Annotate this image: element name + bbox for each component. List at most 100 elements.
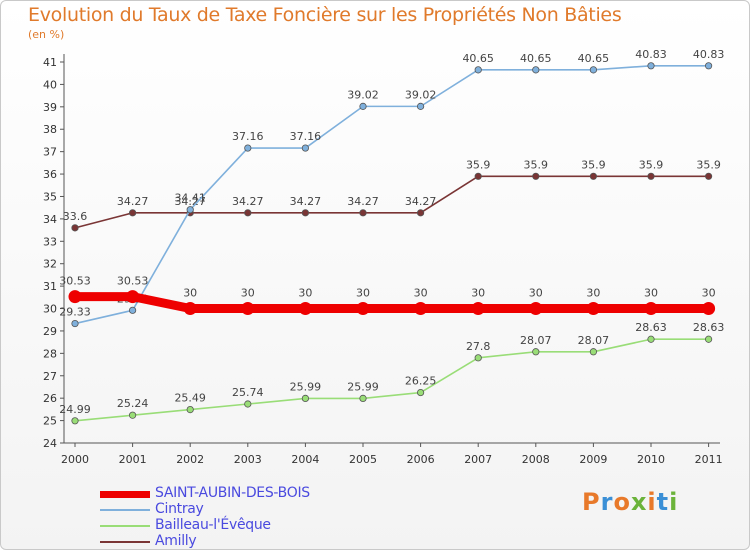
- data-point: [241, 302, 255, 316]
- data-label: 40.65: [462, 52, 494, 65]
- data-label: 35.9: [466, 158, 491, 171]
- x-tick-label: 2011: [695, 453, 723, 466]
- data-label: 30: [471, 287, 485, 300]
- data-label: 30: [298, 287, 312, 300]
- data-point: [471, 302, 485, 316]
- data-label: 28.63: [693, 321, 725, 334]
- data-point: [474, 66, 482, 74]
- logo-letter: P: [582, 488, 601, 516]
- y-tick-label: 40: [43, 78, 57, 91]
- data-point: [532, 348, 540, 356]
- data-point: [416, 388, 425, 397]
- data-point: [474, 354, 482, 362]
- data-point: [129, 411, 137, 419]
- data-label: 30: [702, 287, 716, 300]
- y-tick-label: 41: [43, 56, 57, 69]
- x-tick-label: 2004: [291, 453, 319, 466]
- data-label: 40.83: [635, 48, 667, 61]
- data-point: [416, 102, 425, 110]
- legend-label: Cintray: [155, 501, 204, 517]
- data-label: 25.24: [117, 397, 149, 410]
- data-label: 34.27: [290, 195, 322, 208]
- data-label: 30: [356, 287, 370, 300]
- data-point: [71, 319, 79, 328]
- legend-item: Cintray: [100, 501, 360, 518]
- data-label: 40.83: [693, 48, 725, 61]
- x-tick-label: 2006: [407, 453, 435, 466]
- logo-letter: t: [656, 488, 670, 516]
- x-tick-label: 2001: [119, 453, 147, 466]
- data-point: [244, 144, 252, 152]
- x-tick-label: 2002: [176, 453, 204, 466]
- logo-letter: i: [669, 488, 679, 516]
- data-label: 27.8: [466, 340, 491, 353]
- data-label: 35.9: [581, 158, 606, 171]
- data-point: [129, 306, 137, 314]
- logo-letter: o: [613, 488, 631, 516]
- y-tick-label: 28: [43, 347, 57, 360]
- data-point: [532, 66, 540, 74]
- data-label: 40.65: [520, 52, 552, 65]
- y-tick-label: 30: [43, 303, 57, 316]
- legend-label: Amilly: [155, 533, 197, 549]
- logo-letter: i: [647, 488, 657, 516]
- y-tick-label: 33: [43, 235, 57, 248]
- data-label: 30: [529, 287, 543, 300]
- data-point: [359, 394, 367, 403]
- x-tick-label: 2003: [234, 453, 262, 466]
- data-label: 34.27: [174, 195, 206, 208]
- series-line-bailleau-l-v-que: [74, 338, 710, 422]
- y-tick-label: 26: [43, 392, 57, 405]
- data-label: 30: [241, 287, 255, 300]
- legend-swatch: [100, 541, 150, 543]
- data-point: [183, 302, 197, 316]
- data-point: [244, 209, 252, 217]
- data-point: [71, 224, 79, 232]
- data-label: 25.74: [232, 386, 264, 399]
- x-tick-label: 2009: [579, 453, 607, 466]
- y-tick-label: 37: [43, 146, 57, 159]
- data-point: [647, 172, 655, 180]
- data-point: [301, 209, 309, 217]
- y-tick-label: 24: [43, 437, 57, 450]
- x-tick-label: 2008: [522, 453, 550, 466]
- y-tick-label: 39: [43, 101, 57, 114]
- data-label: 25.49: [174, 392, 206, 405]
- data-point: [529, 302, 543, 316]
- data-label: 29.33: [59, 306, 91, 319]
- data-label: 39.02: [347, 88, 379, 101]
- data-label: 34.27: [232, 195, 264, 208]
- data-point: [586, 302, 600, 316]
- data-point: [301, 144, 309, 152]
- data-label: 34.27: [347, 195, 379, 208]
- legend-swatch: [100, 509, 150, 511]
- x-tick-label: 2010: [637, 453, 665, 466]
- legend-label: Bailleau-l'Évêque: [155, 517, 271, 533]
- data-point: [416, 209, 425, 217]
- data-point: [186, 406, 194, 414]
- data-point: [301, 394, 309, 403]
- data-label: 28.07: [520, 334, 552, 347]
- data-label: 30: [644, 287, 658, 300]
- data-point: [704, 172, 713, 180]
- legend-label: SAINT-AUBIN-DES-BOIS: [155, 485, 310, 501]
- data-point: [704, 62, 713, 70]
- data-point: [414, 302, 428, 316]
- logo-letter: r: [600, 488, 614, 516]
- data-point: [359, 102, 367, 110]
- data-label: 30: [183, 287, 197, 300]
- data-label: 25.99: [290, 380, 322, 393]
- data-point: [704, 335, 713, 343]
- data-label: 39.02: [405, 88, 437, 101]
- y-tick-label: 38: [43, 123, 57, 136]
- legend-item: Amilly: [100, 533, 360, 550]
- data-label: 28.07: [578, 334, 610, 347]
- data-point: [244, 400, 252, 408]
- data-point: [129, 209, 137, 217]
- series-line-cintray: [74, 65, 710, 325]
- data-point: [474, 172, 482, 180]
- data-label: 28.63: [635, 321, 667, 334]
- y-tick-label: 29: [43, 325, 57, 338]
